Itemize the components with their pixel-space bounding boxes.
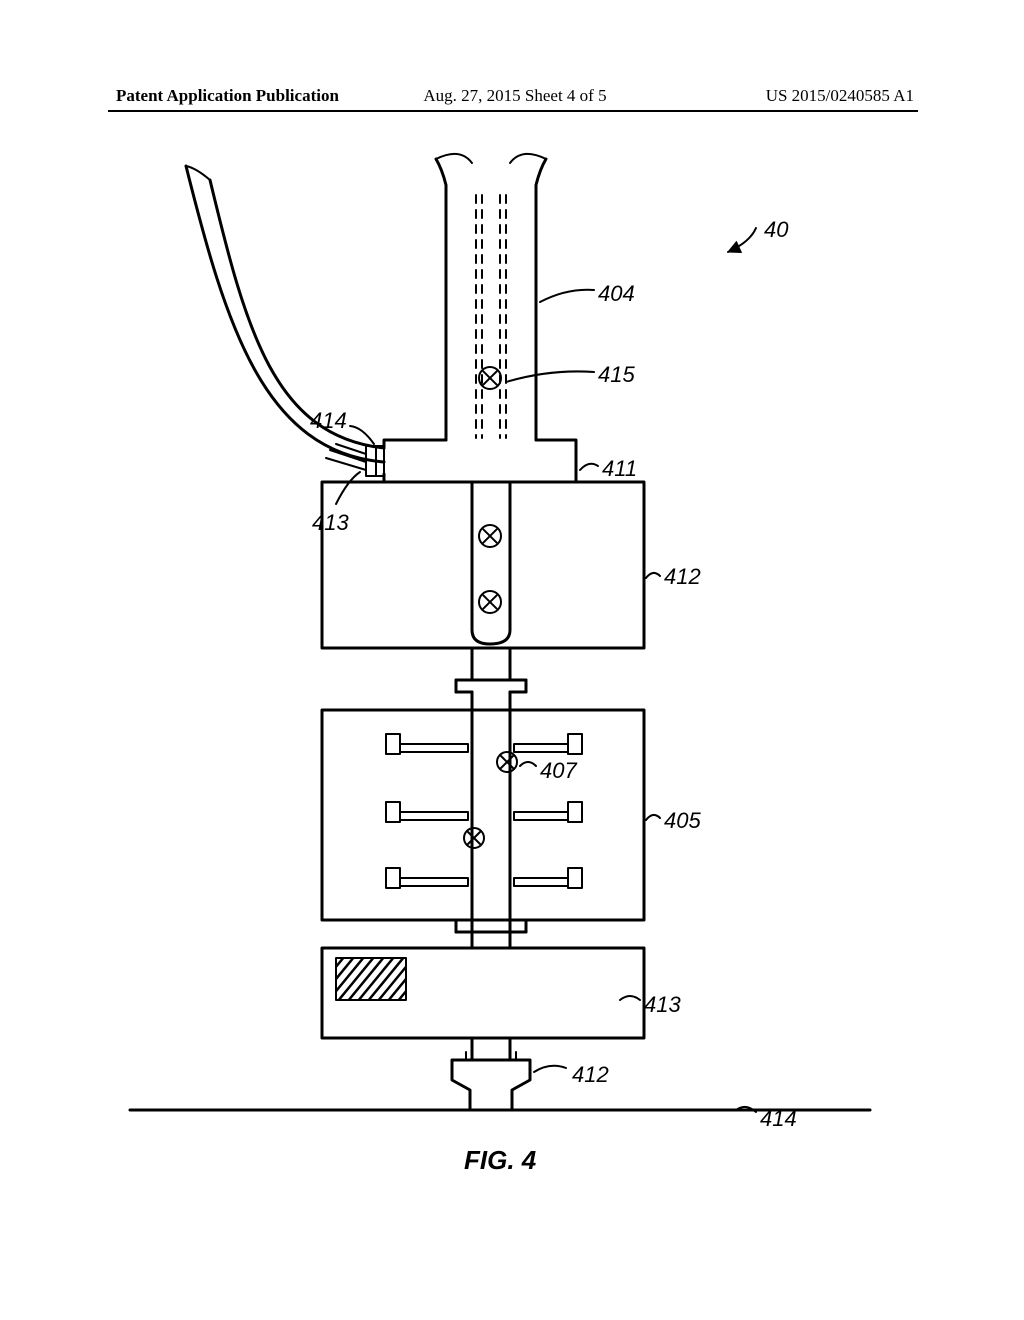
patent-figure — [0, 0, 1024, 1320]
callout-40: 40 — [764, 217, 788, 243]
callout-413b: 413 — [644, 992, 681, 1018]
callout-404: 404 — [598, 281, 635, 307]
callout-407: 407 — [540, 758, 577, 784]
callout-414: 414 — [310, 408, 347, 434]
callout-412a: 412 — [664, 564, 701, 590]
callout-405: 405 — [664, 808, 701, 834]
callout-415: 415 — [598, 362, 635, 388]
figure-label: FIG. 4 — [464, 1145, 536, 1176]
callout-414b: 414 — [760, 1106, 797, 1132]
callout-413a: 413 — [312, 510, 349, 536]
callout-412b: 412 — [572, 1062, 609, 1088]
callout-411: 411 — [602, 456, 637, 482]
